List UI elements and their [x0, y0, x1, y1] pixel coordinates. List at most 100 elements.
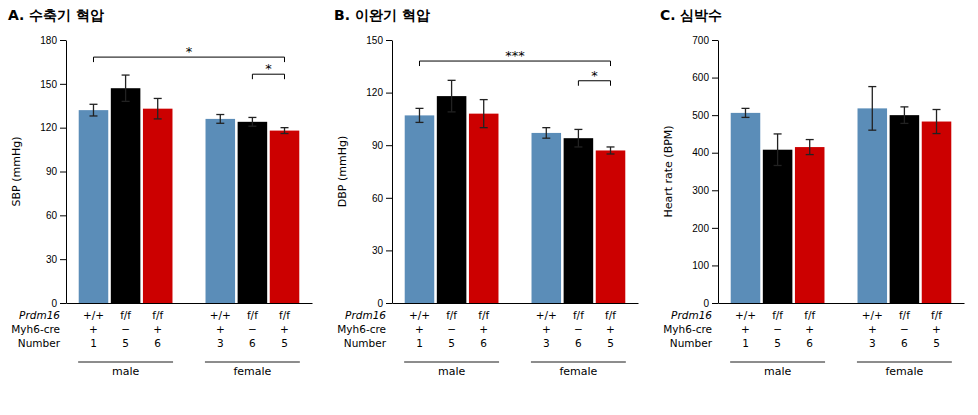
- error-bar-cap: [542, 138, 550, 139]
- bar: [731, 113, 761, 303]
- y-tick-label: 180: [40, 35, 57, 46]
- bar: [890, 115, 920, 303]
- y-tick-mark: [386, 93, 392, 94]
- y-tick-mark: [712, 153, 718, 154]
- y-tick-mark: [712, 78, 718, 79]
- figure: 0306090120150180**A. 수축기 혁압SBP (mmHg)Prd…: [0, 0, 978, 415]
- y-tick: 120: [366, 87, 392, 98]
- y-tick-label: 90: [372, 140, 384, 151]
- error-bar-stem: [578, 129, 579, 147]
- y-tick-mark: [712, 265, 718, 266]
- error-bar-cap: [216, 123, 224, 124]
- y-tick-label: 0: [377, 298, 383, 309]
- bar-label: f/f: [899, 309, 910, 321]
- y-tick: 0: [703, 298, 718, 309]
- bar-label: 6: [901, 337, 908, 349]
- bar-label: −: [574, 323, 583, 335]
- y-tick: 700: [692, 35, 718, 46]
- bar-label: 6: [154, 337, 161, 349]
- error-bar: [806, 140, 814, 155]
- error-bar-cap: [933, 109, 941, 110]
- error-bar-cap: [122, 101, 130, 102]
- error-bar: [774, 134, 782, 166]
- y-tick: 30: [372, 245, 392, 256]
- bar: [858, 108, 888, 303]
- error-bar-cap: [216, 114, 224, 115]
- y-tick: 500: [692, 110, 718, 121]
- error-bar: [933, 110, 941, 134]
- y-tick-mark: [712, 228, 718, 229]
- error-bar-cap: [607, 146, 615, 147]
- bar: [206, 119, 236, 303]
- y-tick-mark: [386, 303, 392, 304]
- x-axis: [393, 303, 639, 304]
- bar-label: f/f: [120, 309, 131, 321]
- bar-label: +: [805, 323, 814, 335]
- bar-label: +: [89, 323, 98, 335]
- significance-label: *: [186, 44, 193, 59]
- group-underline: [205, 362, 300, 363]
- y-tick-mark: [386, 250, 392, 251]
- group-label: male: [112, 365, 140, 378]
- bar: [532, 133, 562, 303]
- error-bar-stem: [610, 147, 611, 154]
- bar: [143, 109, 173, 303]
- y-tick-label: 120: [40, 122, 57, 133]
- error-bar: [154, 98, 162, 118]
- y-axis: 0306090120150: [366, 35, 392, 309]
- error-bar-cap: [89, 115, 97, 116]
- bar-label: +: [216, 323, 225, 335]
- error-bar-cap: [154, 118, 162, 119]
- error-bar-stem: [546, 128, 547, 139]
- error-bar: [900, 107, 908, 124]
- bar-label: −: [248, 323, 257, 335]
- x-axis-line: [719, 303, 965, 304]
- error-bar-stem: [904, 107, 905, 124]
- bar-label: −: [900, 323, 909, 335]
- bar: [238, 122, 268, 303]
- panel-title: B. 이완기 혁압: [334, 7, 430, 23]
- group-underline: [404, 362, 499, 363]
- y-tick-label: 60: [46, 210, 58, 221]
- error-bar-stem: [284, 128, 285, 134]
- panel-title: C. 심박수: [660, 7, 722, 23]
- y-axis-line: [392, 41, 393, 304]
- error-bar-cap: [574, 129, 582, 130]
- bar: [79, 110, 109, 303]
- y-tick-mark: [60, 84, 66, 85]
- bar-label: 1: [742, 337, 749, 349]
- error-bar-stem: [157, 98, 158, 118]
- y-tick-mark: [60, 40, 66, 41]
- y-tick-label: 30: [372, 245, 384, 256]
- y-tick-label: 90: [46, 166, 58, 177]
- bar-label: f/f: [446, 309, 457, 321]
- bar: [922, 122, 952, 303]
- row-label: Prdm16: [19, 309, 60, 321]
- bar-label-rows: Prdm16+/+f/ff/f+/+f/ff/fMyh6-cre+−++−+Nu…: [337, 309, 626, 378]
- row-label: Number: [670, 337, 713, 349]
- bar-label: f/f: [478, 309, 489, 321]
- bar: [564, 138, 594, 303]
- y-tick-label: 500: [692, 110, 709, 121]
- bar-label: 3: [869, 337, 876, 349]
- error-bar: [542, 128, 550, 139]
- x-axis: [719, 303, 965, 304]
- annotations: **: [93, 44, 284, 79]
- panel: 0100200300400500600700C. 심박수Heart rate (…: [660, 7, 965, 378]
- bar-label: 5: [607, 337, 614, 349]
- error-bar: [415, 108, 423, 122]
- bar-label: 5: [281, 337, 288, 349]
- y-tick-label: 700: [692, 35, 709, 46]
- error-bar-cap: [774, 133, 782, 134]
- y-tick-mark: [60, 259, 66, 260]
- error-bar: [89, 104, 97, 116]
- error-bar-cap: [868, 86, 876, 87]
- y-axis-title: Heart rate (BPM): [662, 125, 675, 217]
- error-bar-cap: [900, 123, 908, 124]
- x-axis-line: [393, 303, 639, 304]
- error-bar-stem: [419, 108, 420, 122]
- bar-label: +/+: [409, 309, 430, 321]
- row-label: Number: [344, 337, 387, 349]
- y-axis-title: SBP (mmHg): [10, 137, 23, 207]
- bar-label: +/+: [210, 309, 231, 321]
